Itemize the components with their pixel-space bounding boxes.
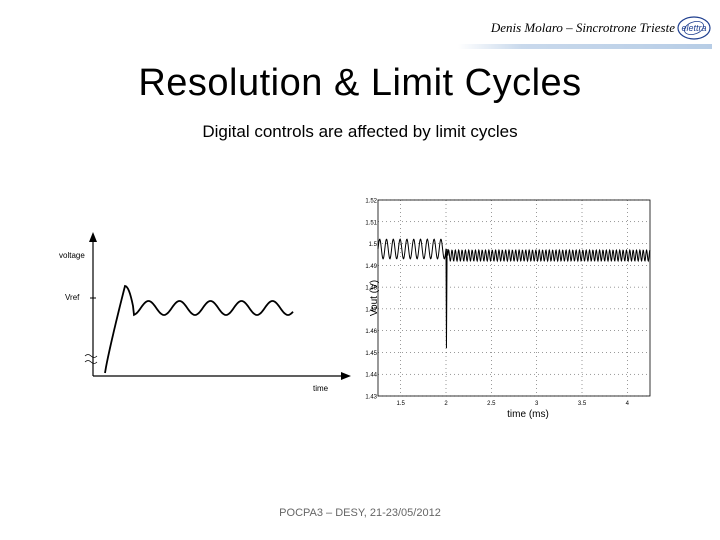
right-y-tick-label: 1.43 [365, 395, 377, 401]
right-x-tick-label: 1.5 [396, 401, 405, 407]
left-y-label: voltage [59, 251, 85, 260]
left-x-axis-arrow [341, 372, 351, 380]
right-y-tick-label: 1.49 [365, 264, 377, 270]
slide-subtitle: Digital controls are affected by limit c… [202, 122, 518, 141]
right-y-tick-label: 1.51 [365, 220, 377, 226]
elettra-logo: elettra [677, 16, 711, 40]
left-vref-label: Vref [65, 293, 80, 302]
left-axis-break [84, 354, 98, 364]
header-divider [458, 44, 712, 49]
right-y-tick-label: 1.48 [365, 286, 377, 292]
right-y-tick-label: 1.44 [365, 373, 377, 379]
vout-measurement-chart: 1.521.511.51.491.481.471.461.451.441.43 … [365, 199, 651, 420]
right-x-label: time (ms) [507, 409, 549, 420]
right-vout-curve [377, 238, 651, 349]
right-plot-frame [377, 199, 651, 397]
right-x-tick-label: 3 [535, 401, 539, 407]
right-x-tick-label: 2.5 [487, 401, 496, 407]
right-y-label: Vout (V) [369, 280, 380, 316]
right-y-tick-label: 1.5 [369, 242, 378, 248]
right-x-tick-label: 4 [626, 401, 630, 407]
right-y-tick-label: 1.52 [365, 199, 377, 205]
right-y-tick-label: 1.47 [365, 307, 377, 313]
right-y-tick-label: 1.46 [365, 329, 377, 335]
right-y-tick-label: 1.45 [365, 351, 377, 357]
left-x-label: time [313, 384, 329, 393]
limit-cycle-sketch-chart: voltage Vref time [59, 232, 351, 393]
left-y-axis-arrow [89, 232, 97, 242]
header-author: Denis Molaro – Sincrotrone Trieste [490, 20, 675, 35]
left-voltage-curve [104, 284, 294, 374]
footer-text: POCPA3 – DESY, 21-23/05/2012 [279, 507, 441, 519]
slide-title: Resolution & Limit Cycles [138, 62, 582, 104]
right-x-tick-label: 3.5 [578, 401, 587, 407]
svg-text:elettra: elettra [681, 23, 706, 33]
right-x-tick-label: 2 [444, 401, 448, 407]
